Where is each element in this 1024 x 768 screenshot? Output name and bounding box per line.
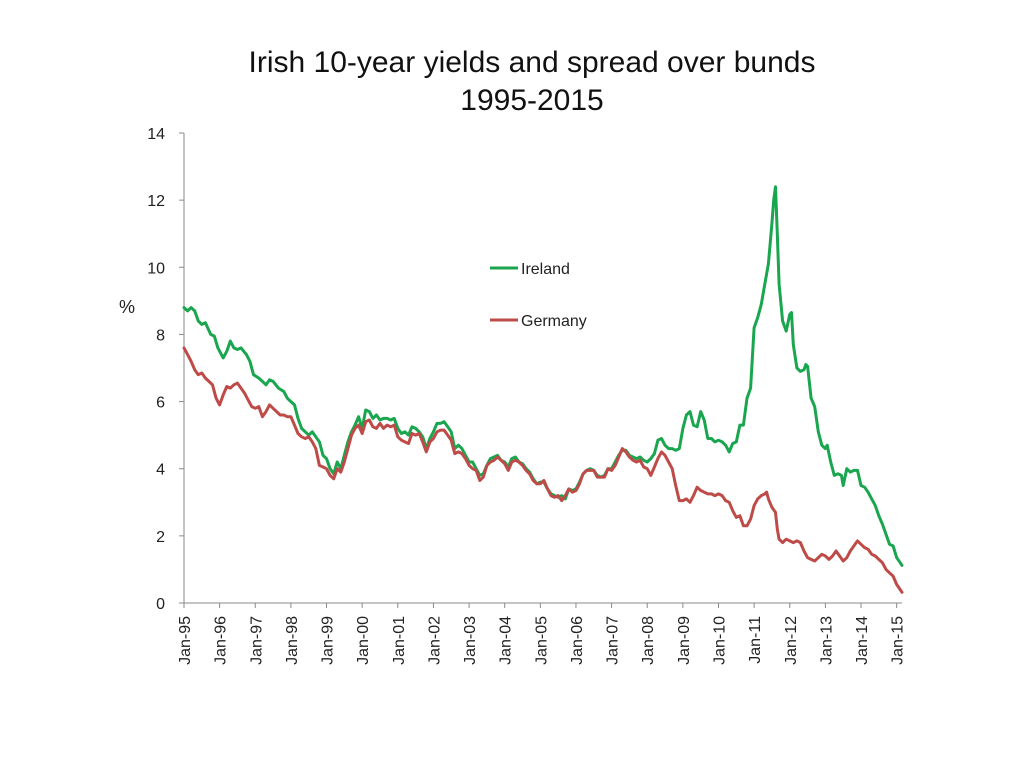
series-lines [182, 185, 904, 594]
x-tick-label: Jan-02 [426, 616, 443, 665]
x-tick-label: Jan-15 [890, 616, 907, 665]
chart-subtitle: 1995-2015 [460, 84, 604, 117]
x-tick-label: Jan-03 [462, 616, 479, 665]
chart-title-block: Irish 10-year yields and spread over bun… [182, 44, 882, 120]
x-tick-label: Jan-05 [533, 616, 550, 665]
x-tick-label: Jan-01 [391, 616, 408, 665]
y-tick-label: 12 [147, 193, 165, 210]
x-tick-label: Jan-00 [355, 616, 372, 665]
x-tick-label: Jan-10 [711, 616, 728, 665]
y-axis-title: % [119, 297, 135, 317]
x-tick-label: Jan-96 [213, 616, 230, 665]
x-tick-label: Jan-99 [320, 616, 337, 665]
legend: Ireland Germany [490, 261, 587, 330]
x-tick-label: Jan-98 [284, 616, 301, 665]
y-tick-label: 4 [156, 462, 165, 479]
y-tick-label: 14 [147, 126, 165, 143]
y-tick-label: 2 [156, 529, 165, 546]
y-tick-label: 10 [147, 260, 165, 277]
legend-label-germany: Germany [521, 313, 587, 330]
chart-axes [179, 132, 902, 608]
chart-title: Irish 10-year yields and spread over bun… [248, 46, 816, 79]
x-tick-label: Jan-09 [676, 616, 693, 665]
x-tick-label: Jan-14 [854, 616, 871, 665]
x-tick-label: Jan-11 [747, 616, 764, 664]
series-line-germany [182, 346, 904, 594]
y-tick-label: 0 [156, 596, 165, 613]
x-tick-labels: Jan-95 Jan-96 Jan-97 Jan-98 Jan-99 Jan-00 Jan-… [177, 616, 907, 665]
x-tick-label: Jan-07 [605, 616, 622, 665]
x-tick-label: Jan-97 [248, 616, 265, 665]
x-tick-label: Jan-95 [177, 616, 194, 665]
legend-label-ireland: Ireland [521, 261, 570, 278]
y-tick-label: 6 [156, 395, 165, 412]
x-tick-label: Jan-04 [498, 616, 515, 665]
y-tick-labels: 0 2 4 6 8 10 12 14 [147, 126, 165, 613]
series-line-ireland [182, 185, 904, 567]
x-tick-label: Jan-13 [818, 616, 835, 665]
x-tick-label: Jan-06 [569, 616, 586, 665]
x-tick-label: Jan-08 [640, 616, 657, 665]
x-tick-label: Jan-12 [783, 616, 800, 665]
y-tick-label: 8 [156, 327, 165, 344]
